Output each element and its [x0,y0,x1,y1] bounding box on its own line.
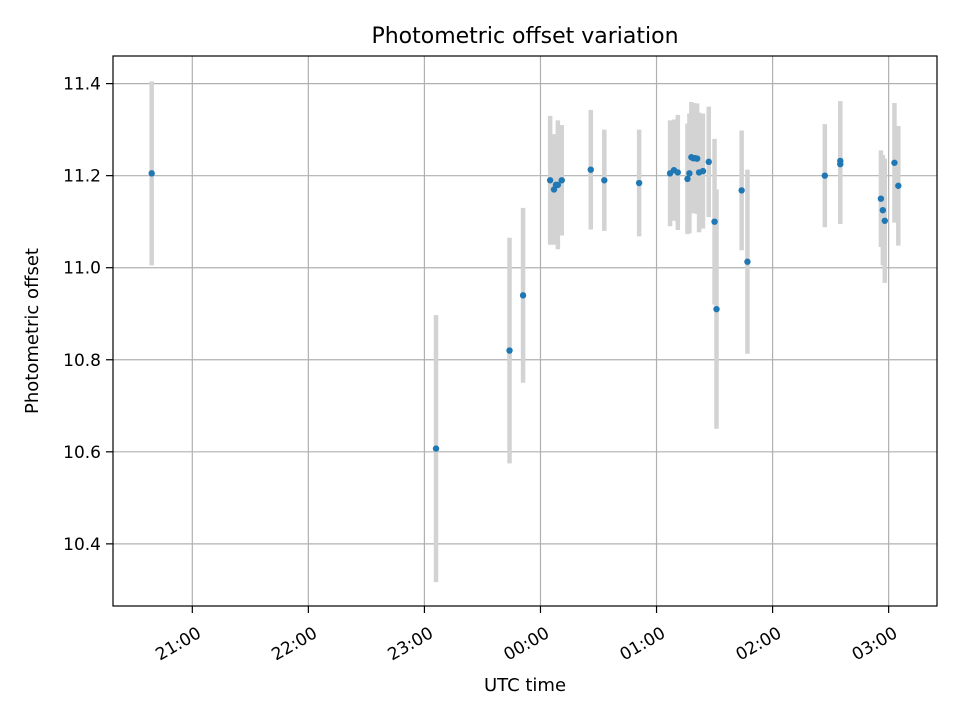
y-tick-label: 11.4 [63,75,101,95]
data-point [558,177,565,184]
data-points [148,154,902,452]
data-point [693,155,701,162]
data-point [148,170,155,177]
data-point [881,217,888,224]
data-point [879,206,887,214]
y-tick-label: 10.6 [63,443,101,463]
data-point [713,305,720,313]
data-point [699,167,707,175]
data-point [546,177,554,184]
data-point [686,170,693,177]
chart-title: Photometric offset variation [371,24,678,49]
data-point [738,187,745,194]
data-point [601,177,608,184]
data-point [891,159,898,166]
data-point [554,181,562,189]
data-point [744,258,751,265]
data-point [711,218,718,225]
data-point [895,182,902,189]
y-tick-label: 11.2 [63,167,101,187]
data-point [587,166,594,173]
data-point [705,158,712,166]
y-tick-label: 11.0 [63,259,101,279]
data-point [821,172,829,179]
data-point [674,169,682,176]
x-axis-label: UTC time [484,675,566,696]
y-axis-label: Photometric offset [22,248,43,414]
plot-frame [112,55,938,607]
data-point [877,195,885,202]
data-point [519,292,527,299]
data-point [837,160,844,168]
data-point [635,179,643,187]
y-tick-label: 10.8 [63,351,101,371]
y-tick-label: 10.4 [63,535,101,555]
y-axis-ticks: 10.4 10.6 10.8 11.0 11.2 11.4 [63,75,113,555]
data-point [432,445,440,452]
data-point [506,347,513,354]
data-point [684,175,691,183]
